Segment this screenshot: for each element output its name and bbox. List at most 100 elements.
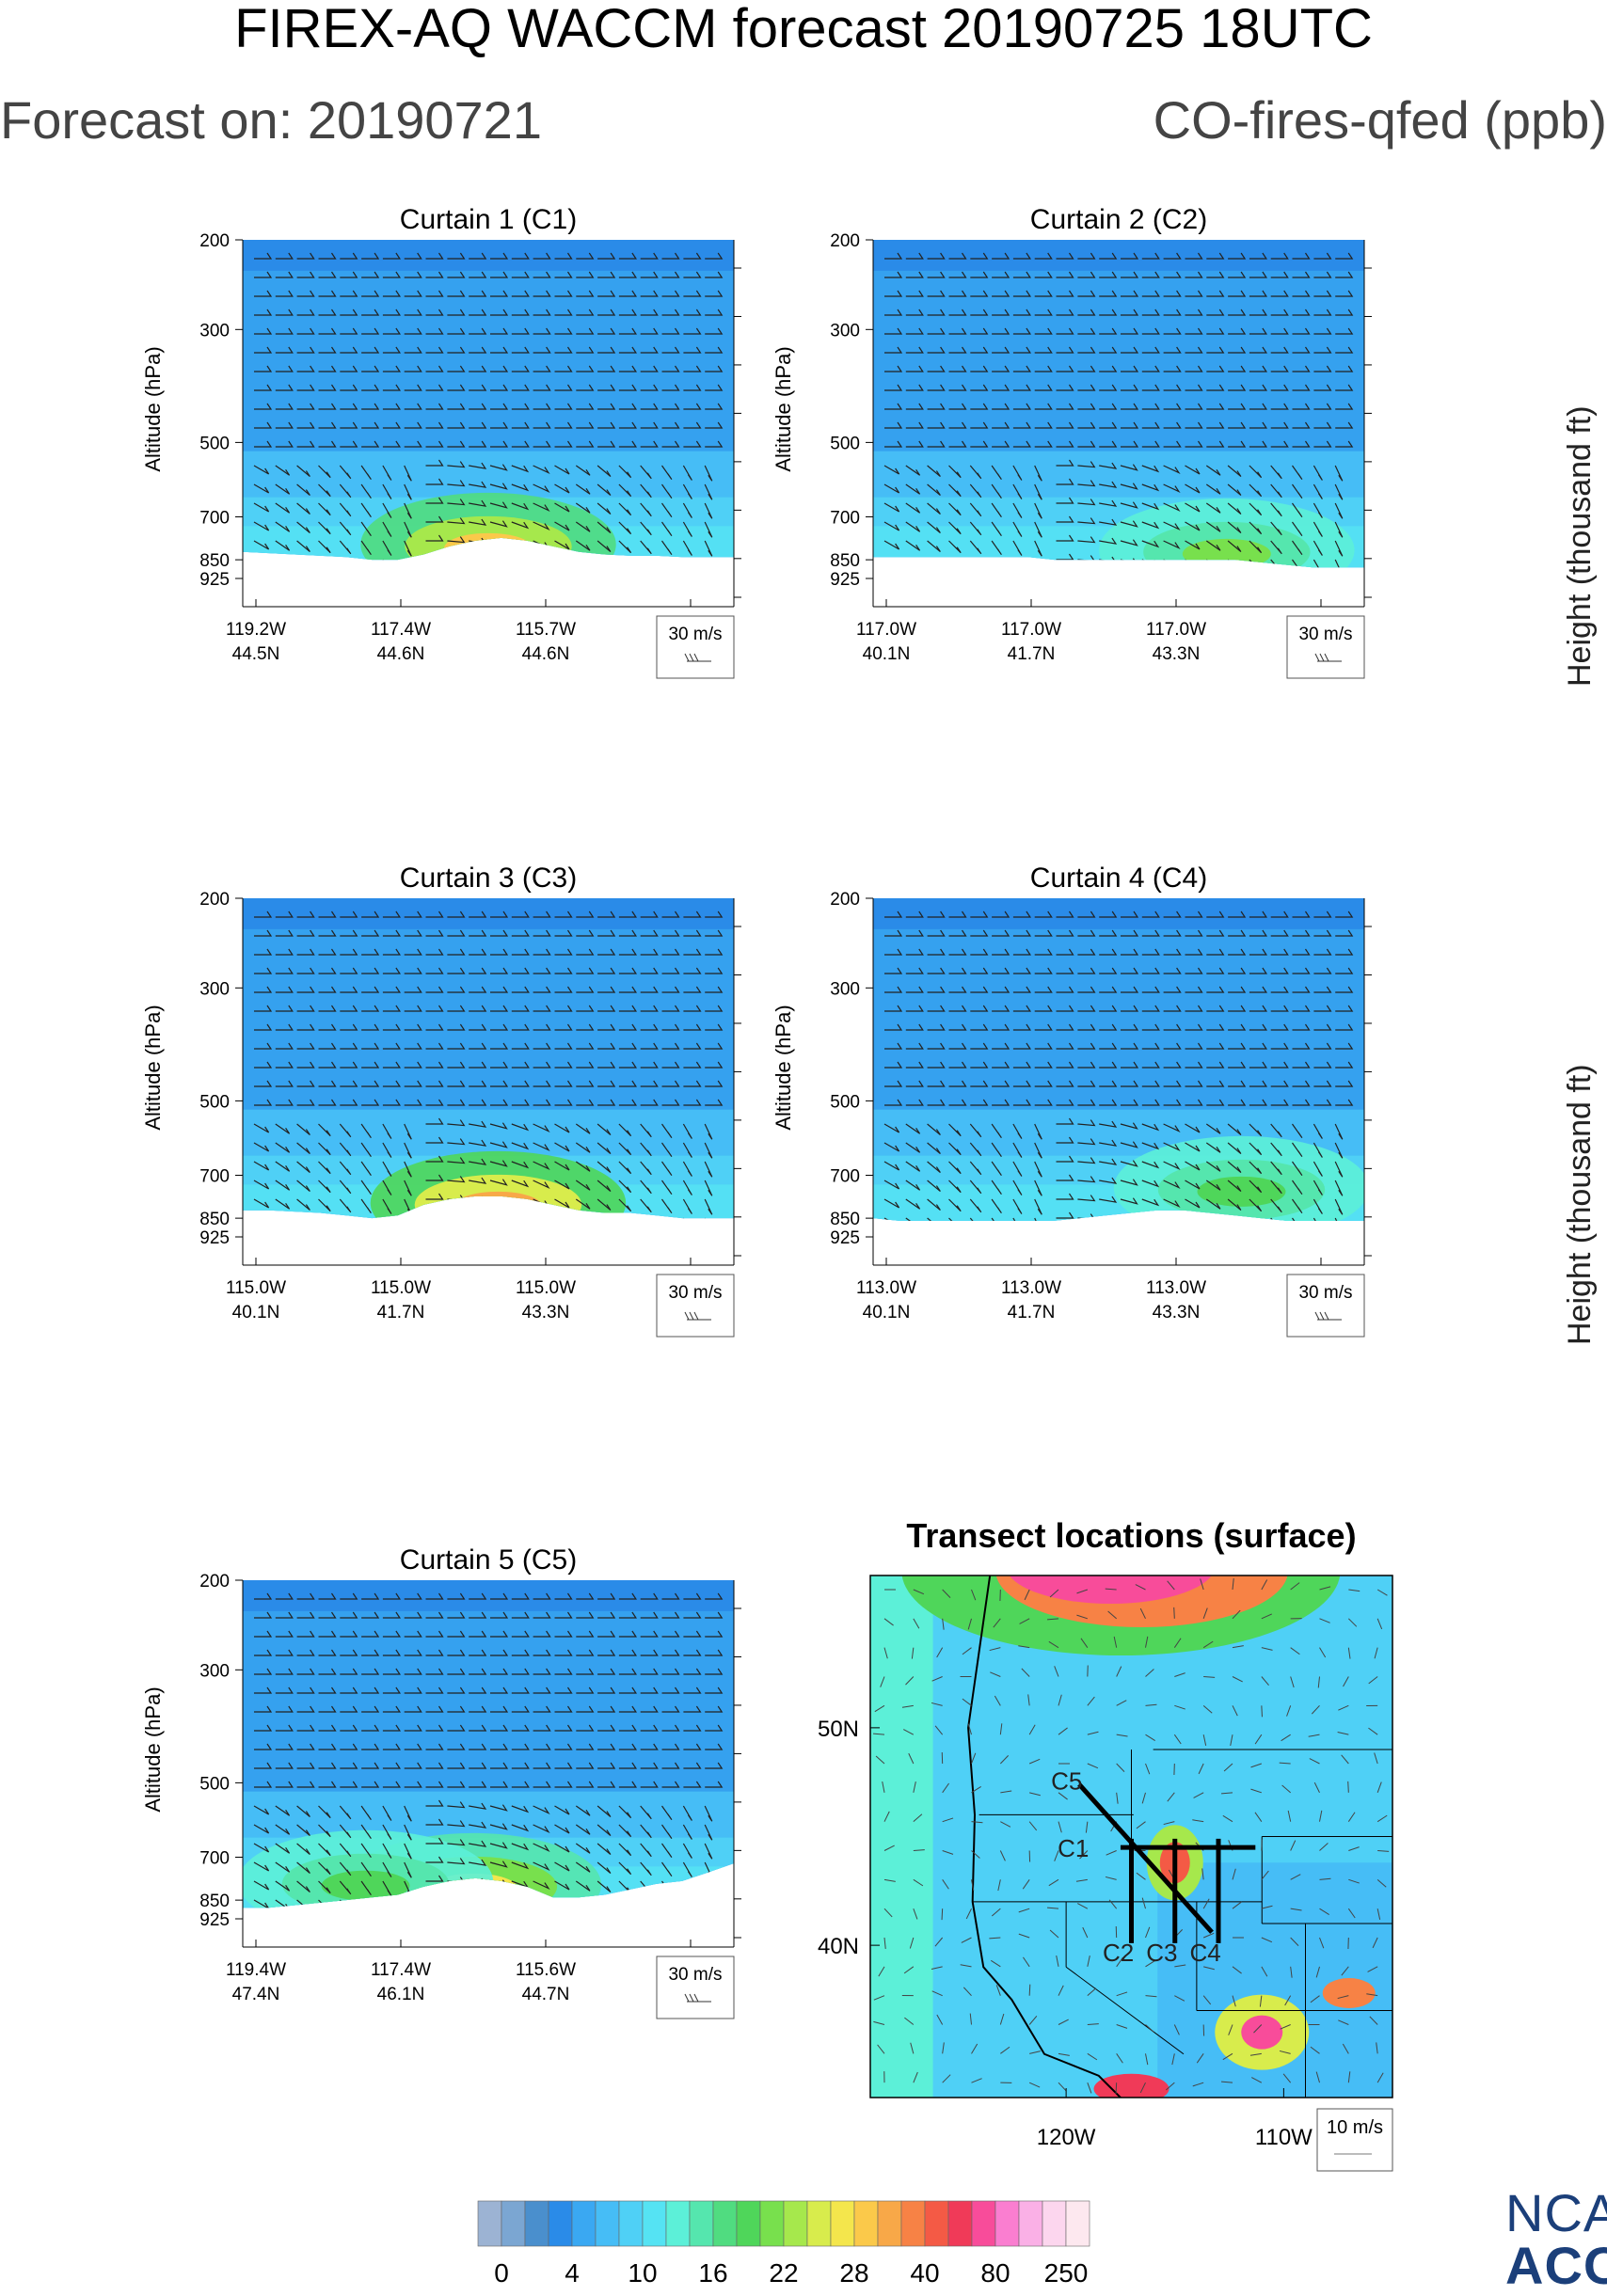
field-mid — [243, 1792, 734, 1838]
left-tick-label: 925 — [830, 1228, 860, 1248]
height-axis-label-top: Height (thousand ft) — [1562, 405, 1599, 687]
colorbar-swatch — [878, 2201, 901, 2246]
left-tick-label: 925 — [199, 570, 230, 590]
wind-barb — [662, 1900, 672, 1914]
colorbar-swatch — [596, 2201, 619, 2246]
map-y-tick-label: 50N — [818, 1717, 859, 1742]
colorbar-label: 10 — [628, 2258, 657, 2288]
y-axis-label: Altitude (hPa) — [141, 346, 165, 471]
map-x-tick-label: 120W — [1037, 2125, 1096, 2150]
colorbar-swatch — [995, 2201, 1019, 2246]
wind-arrow — [942, 1908, 943, 1920]
left-tick-label: 700 — [199, 1166, 230, 1186]
wind-barb — [533, 1218, 549, 1226]
colorbar-label: 0 — [494, 2258, 509, 2288]
wind-barb — [1035, 560, 1042, 575]
curtain-title: Curtain 5 (C5) — [400, 1544, 577, 1576]
wind-barb — [447, 556, 464, 562]
ref-vector-label: 30 m/s — [1298, 625, 1352, 644]
wind-barb — [1142, 560, 1158, 565]
wind-barb — [683, 1881, 692, 1896]
wind-barb — [576, 1218, 590, 1227]
wind-barb — [490, 1217, 506, 1223]
x-tick-lat: 44.6N — [377, 644, 425, 664]
wind-barb — [512, 541, 528, 546]
transect-label-c4: C4 — [1190, 1939, 1221, 1967]
left-tick-label: 850 — [199, 551, 230, 571]
colorbar-label: 4 — [565, 2258, 580, 2288]
map-title: Transect locations (surface) — [906, 1516, 1356, 1555]
wind-barb — [884, 560, 899, 568]
field-mid — [243, 451, 734, 498]
x-tick-lon: 115.7W — [516, 620, 576, 640]
left-tick-label: 925 — [830, 570, 860, 590]
field-upper-mid — [873, 271, 1364, 451]
plume-outer — [371, 1151, 626, 1255]
wind-barb — [1206, 1218, 1220, 1227]
wind-barb — [1206, 560, 1220, 569]
wind-barb — [512, 560, 528, 565]
wind-barb — [705, 560, 712, 575]
y-axis-label: Altitude (hPa) — [772, 346, 795, 471]
colorbar-swatch — [737, 2201, 760, 2246]
wind-barb — [490, 540, 506, 546]
colorbar-swatch — [925, 2201, 948, 2246]
x-tick-lat: 40.1N — [863, 1303, 911, 1322]
curtain-title: Curtain 3 (C3) — [400, 863, 577, 894]
left-tick-label: 500 — [830, 434, 860, 453]
x-tick-lat: 41.7N — [377, 1303, 425, 1322]
x-tick-lat: 46.1N — [377, 1985, 425, 2004]
colorbar-swatch — [1042, 2201, 1066, 2246]
wind-barb — [447, 1214, 464, 1220]
x-tick-lon: 115.0W — [371, 1278, 431, 1298]
colorbar-swatch — [1019, 2201, 1042, 2246]
wind-arrow — [1174, 1607, 1175, 1619]
left-tick-label: 700 — [199, 1848, 230, 1868]
field-mid — [243, 1110, 734, 1156]
wind-arrow — [1262, 1705, 1263, 1717]
curtain-2-chart: Curtain 2 (C2)200300500700850925Altitude… — [762, 193, 1383, 729]
wind-barb — [1013, 560, 1022, 575]
colorbar-swatch — [501, 2201, 525, 2246]
left-tick-label: 925 — [199, 1228, 230, 1248]
colorbar-swatch — [572, 2201, 596, 2246]
curtain-1-chart: Curtain 1 (C1)200300500700850925Altitude… — [132, 193, 753, 729]
wind-barb — [949, 560, 962, 572]
wind-barb — [619, 1218, 631, 1230]
wind-barb — [1121, 1217, 1137, 1223]
wind-barb — [641, 1900, 652, 1913]
wind-barb — [597, 1218, 611, 1229]
field-name-label: CO-fires-qfed (ppb) — [1154, 92, 1607, 149]
wind-barb — [576, 1900, 590, 1909]
wind-barb — [319, 1218, 331, 1230]
wind-barb — [469, 1196, 485, 1202]
wind-barb — [533, 560, 549, 567]
wind-barb — [1185, 1218, 1201, 1227]
wind-barb — [970, 560, 981, 573]
left-tick-label: 200 — [830, 890, 860, 910]
wind-barb — [619, 1900, 631, 1912]
map-ref-label: 10 m/s — [1327, 2117, 1383, 2138]
x-tick-lon: 115.0W — [226, 1278, 286, 1298]
wind-barb — [683, 560, 692, 575]
ref-vector-label: 30 m/s — [668, 1283, 722, 1303]
transect-label-c3: C3 — [1146, 1939, 1177, 1967]
x-tick-lon: 119.2W — [226, 620, 286, 640]
wind-barb — [405, 560, 412, 575]
x-tick-lat: 43.3N — [1153, 644, 1201, 664]
y-axis-label: Altitude (hPa) — [141, 1005, 165, 1130]
wind-barb — [297, 1218, 310, 1229]
wind-barb — [276, 560, 290, 569]
plume-core — [322, 1871, 410, 1901]
wind-barb — [533, 1900, 549, 1908]
wind-barb — [512, 1199, 528, 1205]
x-tick-lon: 119.4W — [226, 1960, 286, 1980]
x-tick-lon: 115.6W — [516, 1960, 576, 1980]
wind-barb — [340, 1900, 351, 1913]
wind-barb — [683, 1900, 692, 1915]
left-tick-label: 300 — [199, 979, 230, 999]
colorbar-swatch — [854, 2201, 878, 2246]
wind-barb — [405, 1218, 412, 1233]
